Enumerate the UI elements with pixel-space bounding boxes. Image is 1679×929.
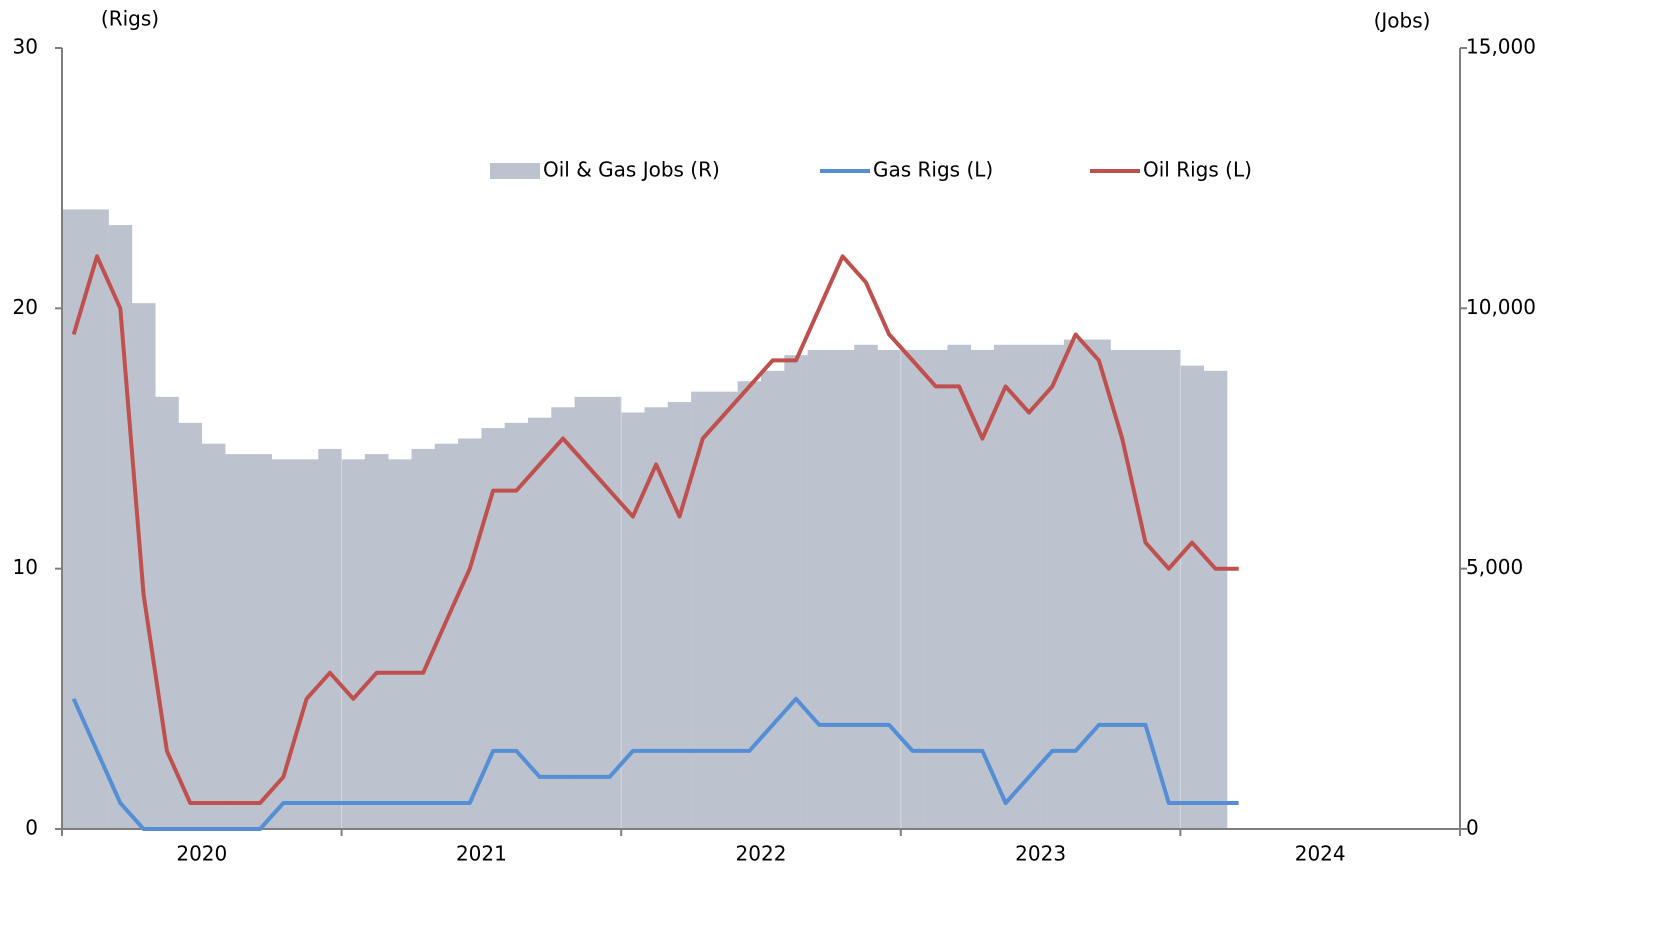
bar	[830, 349, 855, 829]
bar	[1017, 344, 1041, 829]
bar	[434, 443, 459, 829]
bar	[458, 438, 482, 829]
bar	[318, 448, 342, 829]
bar	[551, 407, 575, 829]
bar	[994, 344, 1018, 829]
bar	[970, 349, 995, 829]
bar	[295, 459, 319, 829]
y2-tick-label: 0	[1466, 816, 1479, 840]
bar	[574, 396, 599, 829]
bar	[924, 349, 948, 829]
bar	[1040, 344, 1065, 829]
y-tick-label: 0	[25, 816, 38, 840]
bar	[1180, 365, 1204, 829]
x-tick-label: 2023	[1015, 842, 1066, 866]
bar	[714, 391, 738, 829]
bar	[271, 459, 296, 829]
bar	[528, 417, 552, 829]
bar	[225, 454, 249, 829]
bar	[761, 370, 785, 829]
legend-swatch	[490, 163, 540, 179]
bar	[364, 454, 389, 829]
bar	[341, 459, 366, 829]
x-tick-label: 2024	[1295, 842, 1346, 866]
legend-label: Gas Rigs (L)	[873, 158, 993, 182]
y-tick-label: 30	[13, 35, 38, 59]
bar	[504, 422, 529, 829]
bar	[737, 381, 762, 829]
x-tick-label: 2021	[456, 842, 507, 866]
bar	[877, 349, 902, 829]
bar	[1157, 349, 1181, 829]
bar	[621, 412, 645, 829]
bar	[900, 349, 925, 829]
bar	[1110, 349, 1135, 829]
bar	[178, 422, 203, 829]
bar	[201, 443, 226, 829]
bar	[784, 355, 808, 829]
y2-tick-label: 10,000	[1466, 295, 1536, 319]
legend-label: Oil Rigs (L)	[1143, 158, 1252, 182]
x-tick-label: 2020	[176, 842, 227, 866]
bar	[62, 209, 86, 829]
y-axis-label: (Rigs)	[101, 7, 159, 31]
bar	[807, 349, 832, 829]
bar	[85, 209, 109, 829]
bar	[597, 396, 622, 829]
bar	[644, 407, 669, 829]
bar	[691, 391, 715, 829]
bar	[155, 396, 179, 829]
bar	[388, 459, 412, 829]
x-tick-label: 2022	[736, 842, 787, 866]
bar	[854, 344, 878, 829]
line	[71, 696, 1239, 831]
bar	[248, 454, 272, 829]
bar	[1063, 339, 1088, 829]
bar	[131, 303, 156, 829]
y2-tick-label: 15,000	[1466, 35, 1536, 59]
bar	[1203, 370, 1228, 829]
y2-axis-label: (Jobs)	[1374, 9, 1431, 33]
bar	[667, 402, 692, 829]
bar	[481, 428, 505, 829]
bar	[411, 448, 436, 829]
bar	[1133, 349, 1158, 829]
bar	[947, 344, 971, 829]
y2-tick-label: 5,000	[1466, 555, 1523, 579]
legend-label: Oil & Gas Jobs (R)	[543, 158, 720, 182]
y-tick-label: 20	[13, 295, 38, 319]
y-tick-label: 10	[13, 555, 38, 579]
bar	[1087, 339, 1111, 829]
line	[71, 254, 1239, 805]
